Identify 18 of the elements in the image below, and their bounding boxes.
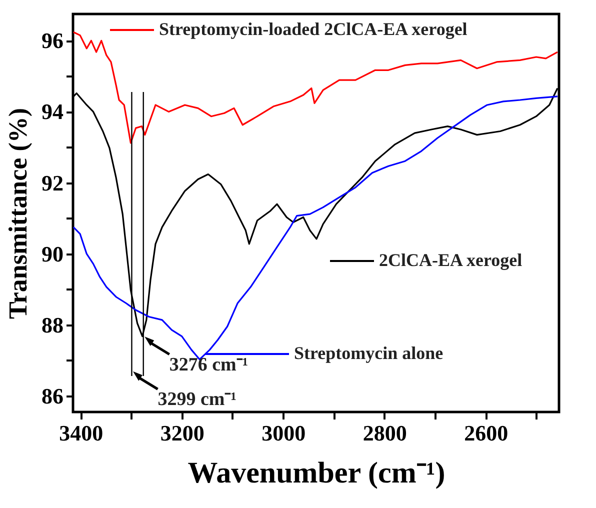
y-tick-label: 92	[42, 170, 64, 196]
x-tick-label: 3000	[262, 420, 306, 446]
y-tick-label: 96	[42, 28, 64, 54]
x-tick-label: 2800	[362, 420, 407, 446]
legend-label: 2ClCA-EA xerogel	[379, 250, 522, 270]
x-tick-label: 3200	[160, 420, 204, 446]
annotation: 3276 cm⁻¹	[169, 354, 248, 376]
y-tick-label: 90	[42, 241, 64, 266]
y-tick-label: 94	[42, 99, 64, 124]
x-axis-title: Wavenumber (cm⁻¹)	[188, 456, 446, 490]
y-axis-title: Transmittance (%)	[4, 108, 32, 320]
legend-label: Streptomycin-loaded 2ClCA-EA xerogel	[159, 19, 468, 39]
y-tick-label: 88	[42, 312, 64, 338]
legend-label: Streptomycin alone	[294, 343, 444, 363]
x-tick-label: 3400	[59, 420, 104, 446]
annotation: 3299 cm⁻¹	[158, 389, 236, 410]
y-tick-label: 86	[42, 384, 64, 409]
x-tick-label: 2600	[464, 420, 508, 446]
